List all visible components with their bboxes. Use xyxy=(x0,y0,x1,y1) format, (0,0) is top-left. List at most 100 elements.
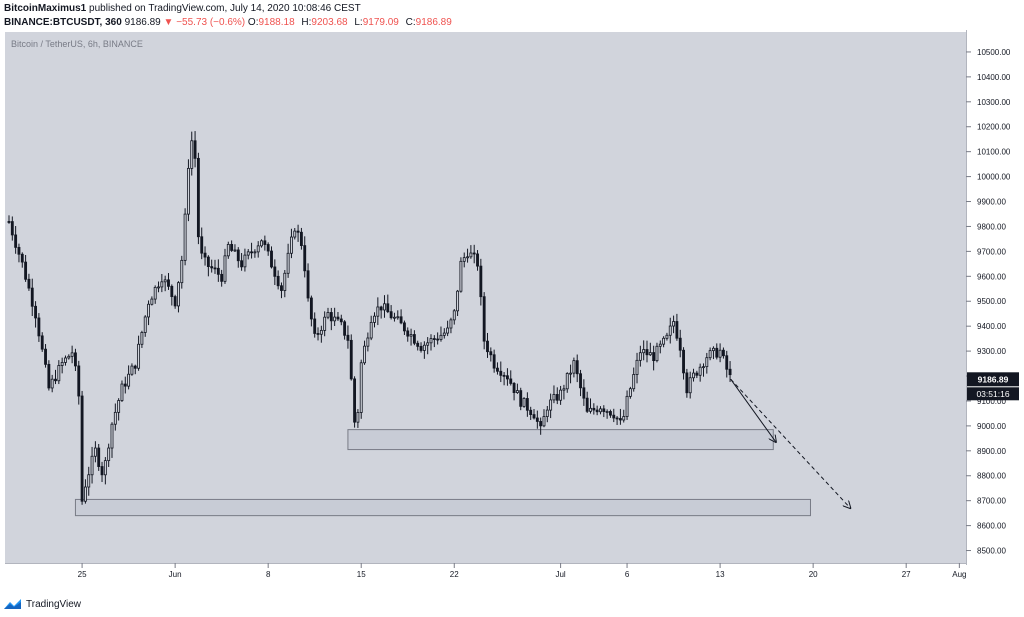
candle-up xyxy=(366,337,370,347)
candle-down xyxy=(476,253,479,267)
candle-up xyxy=(655,345,659,362)
candle-up xyxy=(426,342,430,346)
countdown-tag xyxy=(967,387,1019,401)
candle-up xyxy=(712,347,715,352)
candle-down xyxy=(532,414,536,419)
candle-down xyxy=(270,250,273,268)
price-tick-label: 8600.00 xyxy=(977,522,1006,531)
candle-down xyxy=(47,363,51,389)
candle-down xyxy=(343,321,347,336)
price-tick-label: 9500.00 xyxy=(977,297,1006,306)
candle-down xyxy=(695,372,699,376)
candle-up xyxy=(83,486,87,502)
time-tick-label: Jun xyxy=(169,570,182,579)
price-tick-label: 9000.00 xyxy=(977,422,1006,431)
candle-down xyxy=(74,352,77,367)
candle-down xyxy=(296,230,300,233)
author-name[interactable]: BitcoinMaximus1 xyxy=(4,3,87,14)
candle-up xyxy=(449,319,453,329)
candle-up xyxy=(323,316,327,331)
candle-down xyxy=(193,140,197,159)
projection-arrow-dashed xyxy=(730,378,851,508)
candle-down xyxy=(406,330,410,337)
candle-up xyxy=(409,334,413,337)
candle-down xyxy=(685,372,689,394)
price-tick-label: 10300.00 xyxy=(977,98,1011,107)
candle-up xyxy=(373,315,376,323)
price-tick-label: 9800.00 xyxy=(977,222,1006,231)
candle-up xyxy=(469,252,473,258)
price-tick-label: 8800.00 xyxy=(977,472,1006,481)
candle-up xyxy=(439,334,443,340)
candle-up xyxy=(57,365,61,382)
candle-up xyxy=(665,334,669,339)
candle-up xyxy=(356,412,360,423)
candle-down xyxy=(167,279,170,287)
candle-down xyxy=(77,365,81,397)
candle-down xyxy=(230,244,234,251)
candle-down xyxy=(486,340,489,353)
candle-down xyxy=(336,316,340,320)
open-label: O: xyxy=(247,17,259,28)
candle-up xyxy=(113,411,117,425)
candle-up xyxy=(117,400,121,413)
candle-up xyxy=(153,286,157,300)
candle-up xyxy=(422,344,426,351)
countdown-tag-label: 03:51:16 xyxy=(976,389,1009,399)
price-chart[interactable]: Bitcoin / TetherUS, 6h, BINANCE 8500.008… xyxy=(0,30,1024,592)
candle-down xyxy=(240,260,244,268)
candle-down xyxy=(525,398,529,411)
open-value: 9188.18 xyxy=(258,17,295,28)
candle-down xyxy=(585,397,589,412)
price-tick-label: 9400.00 xyxy=(977,322,1006,331)
candle-up xyxy=(110,423,114,449)
candle-down xyxy=(386,303,390,313)
time-axis[interactable]: 25 Jun 8 15 22 Jul 6 13 20 27 Aug xyxy=(5,563,967,579)
candle-up xyxy=(120,383,124,401)
chart-container[interactable]: Bitcoin / TetherUS, 6h, BINANCE 8500.00 8… xyxy=(0,30,1024,592)
price-tick-label: 9900.00 xyxy=(977,198,1006,207)
footer-brand[interactable]: TradingView xyxy=(4,596,81,612)
symbol-label[interactable]: BINANCE:BTCUSDT, 360 xyxy=(4,17,122,28)
candle-up xyxy=(632,374,636,390)
candle-up xyxy=(698,366,702,376)
candle-up xyxy=(559,389,563,401)
candle-up xyxy=(672,321,676,327)
candle-down xyxy=(728,368,732,376)
price-tick-label: 10100.00 xyxy=(977,148,1011,157)
price-tags: 9186.89 03:51:16 xyxy=(967,372,1019,401)
price-change: −55.73 (−0.6%) xyxy=(176,17,246,28)
candle-up xyxy=(396,316,400,319)
candle-up xyxy=(223,255,227,282)
ohlc-line: BINANCE:BTCUSDT, 360 9186.89 ▼ −55.73 (−… xyxy=(4,16,1014,30)
candle-down xyxy=(24,261,28,280)
candle-down xyxy=(346,334,350,341)
candle-up xyxy=(160,281,164,288)
price-tick-label: 9700.00 xyxy=(977,247,1006,256)
close-label: C: xyxy=(405,17,416,28)
candle-up xyxy=(183,213,187,261)
price-tick-label: 8500.00 xyxy=(977,547,1006,556)
candle-down xyxy=(575,360,579,375)
candle-down xyxy=(506,375,509,380)
candle-down xyxy=(133,365,137,369)
price-axis-bg xyxy=(967,30,1024,592)
price-axis[interactable]: 8500.00 8600.00 8700.00 8800.00 8900.00 9000.… xyxy=(966,30,1024,592)
candle-down xyxy=(612,414,616,419)
candle-up xyxy=(462,257,466,262)
candle-down xyxy=(210,266,214,269)
candle-up xyxy=(622,416,626,421)
candle-down xyxy=(54,378,57,382)
time-tick-label: 27 xyxy=(902,570,911,579)
candle-up xyxy=(64,357,67,363)
footer-brand-label: TradingView xyxy=(26,598,82,610)
candle-up xyxy=(393,316,396,319)
candle-down xyxy=(399,316,403,324)
candle-down xyxy=(675,321,679,339)
candle-up xyxy=(668,325,672,336)
candle-up xyxy=(599,408,602,413)
candle-up xyxy=(705,357,709,368)
candle-down xyxy=(27,278,31,289)
candle-down xyxy=(276,275,280,287)
candle-down xyxy=(482,296,486,342)
